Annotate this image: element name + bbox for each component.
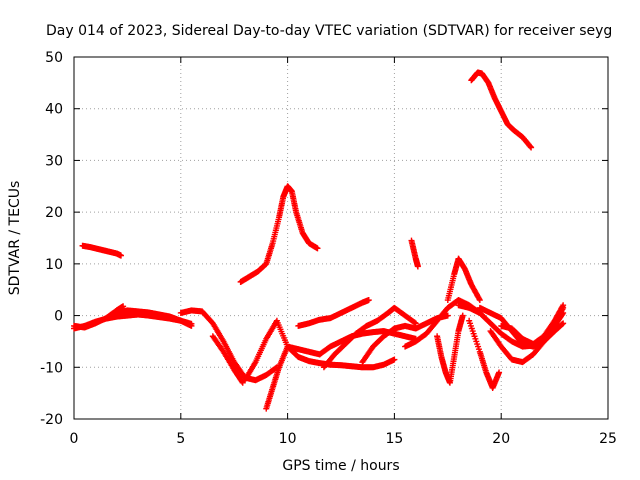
data-point: [476, 297, 483, 304]
data-point: [117, 252, 124, 259]
y-tick-label: -20: [40, 412, 63, 428]
y-tick-label: 30: [45, 153, 63, 169]
x-tick-label: 5: [176, 431, 185, 447]
data-point: [188, 322, 195, 329]
data-point: [412, 320, 419, 327]
data-point: [391, 356, 398, 363]
x-tick-label: 25: [599, 431, 617, 447]
series-arc-12: [295, 297, 372, 329]
series-arc-2: [237, 183, 321, 285]
x-tick-label: 0: [70, 431, 79, 447]
data-point: [527, 143, 534, 150]
data-point: [560, 302, 567, 309]
series-arc-19: [466, 317, 503, 391]
data-point: [120, 303, 127, 310]
y-tick-label: 0: [54, 309, 63, 325]
x-tick-labels: 0 5 10 15 20 25: [70, 431, 617, 447]
x-tick-label: 15: [385, 431, 403, 447]
series-arc-7: [113, 307, 195, 329]
series-arc-1: [79, 242, 124, 259]
y-tick-label: 10: [45, 257, 63, 273]
series-arc-23: [498, 302, 567, 348]
y-tick-label: 50: [45, 50, 63, 66]
series-arc-16: [402, 297, 483, 350]
data-point: [528, 144, 535, 151]
x-axis-label: GPS time / hours: [282, 458, 399, 474]
x-tick-label: 10: [279, 431, 297, 447]
series-arc-3: [468, 69, 535, 151]
data-point: [444, 312, 451, 319]
chart-title: Day 014 of 2023, Sidereal Day-to-day VTE…: [46, 23, 612, 39]
y-tick-label: 40: [45, 102, 63, 118]
y-tick-labels: -20 -10 0 10 20 30 40 50: [40, 50, 63, 428]
data-points: [71, 69, 567, 412]
plot-frame: [73, 56, 609, 420]
data-point: [459, 312, 466, 319]
data-point: [560, 320, 567, 327]
series-arc-22: [487, 309, 567, 366]
y-tick-label: -10: [40, 360, 63, 376]
series-arc-4: [408, 237, 421, 270]
series-arc-14: [320, 304, 419, 371]
x-tick-label: 20: [492, 431, 510, 447]
data-point: [314, 245, 321, 252]
series-arc-17: [434, 312, 466, 386]
data-point: [496, 369, 503, 376]
axis-ticks: [73, 56, 609, 420]
data-point: [559, 303, 566, 310]
data-point: [414, 263, 421, 270]
series-arc-18: [444, 255, 483, 304]
data-point: [476, 295, 483, 302]
y-tick-label: 20: [45, 205, 63, 221]
data-point: [365, 297, 372, 304]
y-axis-label: SDTVAR / TECUs: [7, 181, 23, 296]
